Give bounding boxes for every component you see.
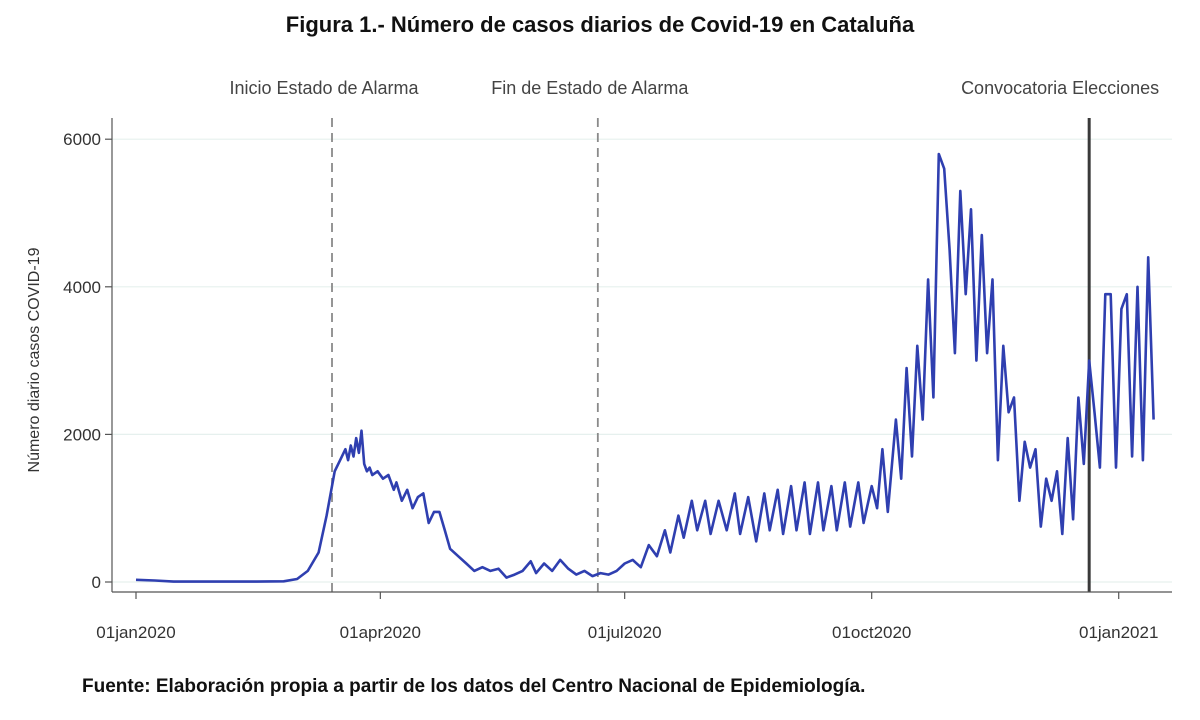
event-label-2: Fin de Estado de Alarma <box>491 78 689 98</box>
x-tick-label-01oct2020: 01oct2020 <box>832 623 911 642</box>
axis-ticks: 0 2000 4000 6000 01jan2020 01apr2020 01jul2020… <box>63 130 1158 642</box>
x-tick-label-01apr2020: 01apr2020 <box>340 623 421 642</box>
chart-title: Figura 1.- Número de casos diarios de Co… <box>285 12 915 37</box>
series-line-daily-cases <box>135 152 1155 583</box>
axes <box>111 118 1172 593</box>
y-tick-label-4000: 4000 <box>63 278 101 297</box>
gridlines <box>112 138 1172 583</box>
event-label-3: Convocatoria Elecciones <box>961 78 1159 98</box>
x-tick-label-01jul2020: 01jul2020 <box>588 623 662 642</box>
y-axis-label: Número diario casos COVID-19 <box>26 247 43 472</box>
y-tick-label-0: 0 <box>92 573 101 592</box>
line-chart: Inicio Estado de Alarma Fin de Estado de … <box>26 78 1172 642</box>
x-tick-label-01jan2020: 01jan2020 <box>96 623 175 642</box>
x-tick-label-01jan2021: 01jan2021 <box>1079 623 1158 642</box>
y-tick-label-6000: 6000 <box>63 130 101 149</box>
event-label-1: Inicio Estado de Alarma <box>229 78 419 98</box>
source-note: Fuente: Elaboración propia a partir de l… <box>82 676 866 697</box>
event-markers: Inicio Estado de Alarma Fin de Estado de … <box>229 78 1159 592</box>
y-tick-label-2000: 2000 <box>63 425 101 444</box>
